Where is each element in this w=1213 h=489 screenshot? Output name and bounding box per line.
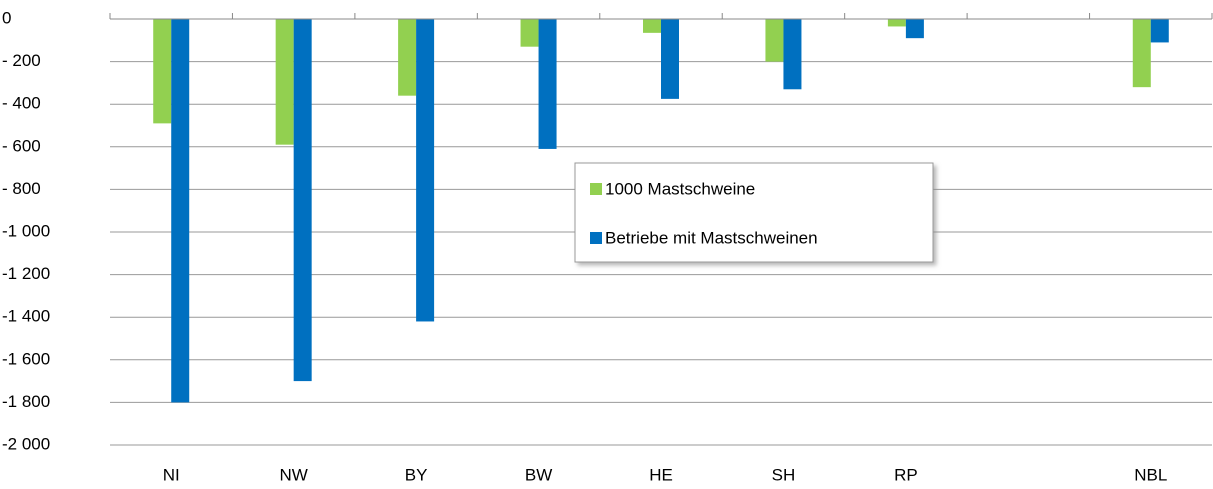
bar xyxy=(293,19,312,382)
x-tick-label: NI xyxy=(163,465,180,484)
y-tick-label: 0 xyxy=(2,8,11,27)
legend-label: 1000 Mastschweine xyxy=(605,179,755,198)
x-tick-label: NW xyxy=(280,465,308,484)
bar xyxy=(783,19,802,90)
y-tick-label: - 600 xyxy=(2,136,41,155)
legend-swatch xyxy=(590,183,602,195)
legend-label: Betriebe mit Mastschweinen xyxy=(605,228,818,247)
x-tick-label: SH xyxy=(772,465,796,484)
bar xyxy=(398,19,417,96)
bar xyxy=(1132,19,1151,88)
y-tick-label: -1 800 xyxy=(2,392,50,411)
bar xyxy=(416,19,435,322)
y-tick-label: - 400 xyxy=(2,94,41,113)
x-tick-label: HE xyxy=(649,465,673,484)
x-tick-label: NBL xyxy=(1134,465,1167,484)
x-tick-label: RP xyxy=(894,465,918,484)
y-tick-label: -1 400 xyxy=(2,307,50,326)
bar xyxy=(765,19,784,62)
y-tick-label: - 200 xyxy=(2,51,41,70)
x-tick-label: BY xyxy=(405,465,428,484)
y-tick-label: - 800 xyxy=(2,179,41,198)
bar xyxy=(643,19,661,33)
y-tick-label: -1 000 xyxy=(2,221,50,240)
bar xyxy=(275,19,294,145)
legend-box xyxy=(574,162,934,263)
y-tick-label: -1 600 xyxy=(2,349,50,368)
bar xyxy=(887,19,906,27)
bar xyxy=(1150,19,1169,43)
bar xyxy=(171,19,190,403)
bar xyxy=(538,19,557,149)
legend-swatch xyxy=(590,232,602,244)
bar xyxy=(153,19,172,124)
y-tick-label: -1 200 xyxy=(2,264,50,283)
y-tick-label: -2 000 xyxy=(2,434,50,453)
bar xyxy=(905,19,924,39)
x-tick-label: BW xyxy=(525,465,552,484)
bar xyxy=(520,19,539,47)
bar xyxy=(661,19,679,99)
